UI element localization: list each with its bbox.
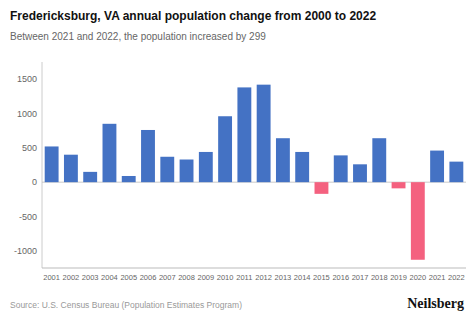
x-tick-label: 2021	[429, 273, 446, 282]
bar	[430, 151, 444, 183]
x-tick-label: 2009	[197, 273, 214, 282]
x-tick-label: 2017	[352, 273, 369, 282]
subtitle: Between 2021 and 2022, the population in…	[10, 31, 266, 42]
x-tick-label: 2015	[313, 273, 330, 282]
x-tick-label: 2016	[332, 273, 349, 282]
bar	[315, 182, 329, 194]
x-tick-label: 2012	[255, 273, 272, 282]
bar	[218, 116, 232, 182]
x-tick-label: 2004	[101, 273, 118, 282]
bar	[257, 85, 271, 183]
bars	[42, 85, 466, 260]
x-tick-label: 2019	[390, 273, 407, 282]
bar	[372, 138, 386, 182]
x-tick-label: 2003	[82, 273, 99, 282]
bar	[411, 182, 425, 260]
bar	[295, 152, 309, 182]
bar	[449, 162, 463, 183]
bar	[103, 124, 117, 182]
bar	[392, 182, 406, 188]
branding: Neilsberg	[407, 296, 464, 311]
bar	[180, 160, 194, 183]
bar	[141, 130, 155, 182]
title: Fredericksburg, VA annual population cha…	[10, 9, 376, 23]
y-tick-label: 1500	[17, 74, 37, 84]
x-tick-label: 2013	[275, 273, 292, 282]
bar	[83, 172, 97, 182]
bar	[45, 146, 59, 182]
x-tick-label: 2002	[63, 273, 80, 282]
x-tick-label: 2008	[178, 273, 195, 282]
x-tick-label: 2018	[371, 273, 388, 282]
x-tick-label: 2001	[43, 273, 60, 282]
bar	[199, 152, 213, 182]
source: Source: U.S. Census Bureau (Population E…	[10, 300, 242, 310]
x-tick-label: 2020	[409, 273, 426, 282]
bar	[276, 138, 290, 182]
bar	[237, 87, 251, 182]
y-tick-label: 500	[22, 143, 37, 153]
x-tick-label: 2014	[294, 273, 311, 282]
x-tick-label: 2006	[140, 273, 157, 282]
x-tick-label: 2010	[217, 273, 234, 282]
chart: Fredericksburg, VA annual population cha…	[0, 0, 474, 316]
bar	[353, 164, 367, 182]
x-tick-label: 2005	[120, 273, 137, 282]
bar	[64, 155, 78, 182]
y-tick-label: 0	[32, 177, 37, 187]
y-axis-line	[42, 62, 43, 268]
page: {"chart_data": {"type": "bar", "title": …	[0, 0, 474, 316]
bar	[334, 155, 348, 182]
y-tick-label: -500	[19, 212, 37, 222]
x-tick-label: 2007	[159, 273, 176, 282]
x-tick-label: 2011	[236, 273, 252, 282]
x-axis-line	[42, 268, 466, 269]
background	[0, 0, 474, 316]
bar	[160, 157, 174, 182]
bar	[122, 176, 136, 182]
x-tick-label: 2022	[448, 273, 465, 282]
y-tick-label: 1000	[17, 109, 37, 119]
y-tick-label: -1000	[14, 246, 37, 256]
